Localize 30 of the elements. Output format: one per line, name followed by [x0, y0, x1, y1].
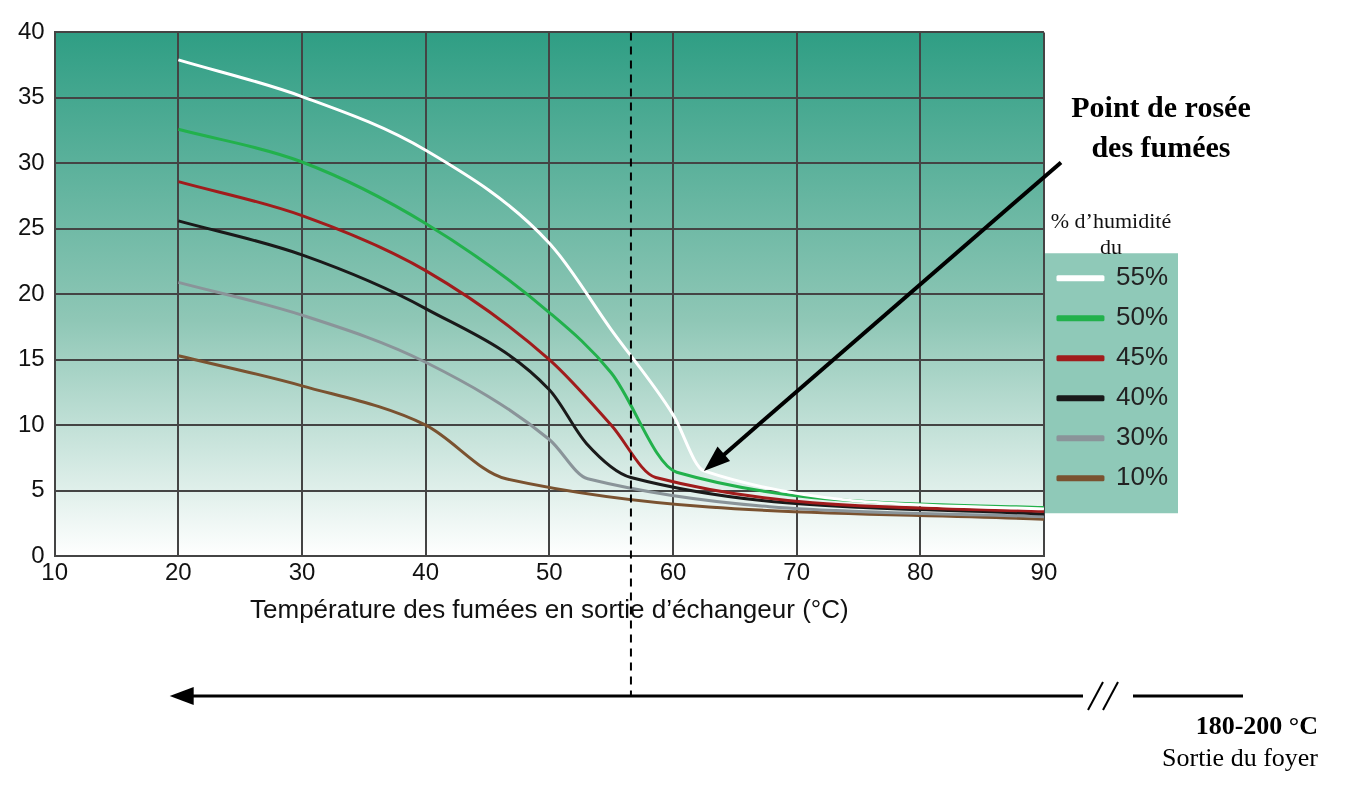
- legend-label: 55%: [1115, 261, 1169, 292]
- x-tick-label: 40: [412, 558, 440, 586]
- line-series: [176, 58, 1044, 511]
- text: Sortie du foyer: [1162, 743, 1319, 772]
- x-tick-label: 60: [659, 558, 687, 586]
- text: Point de rosée des fumées: [1071, 90, 1251, 164]
- legend-label: 40%: [1115, 381, 1169, 412]
- legend-label: 10%: [1115, 461, 1169, 492]
- line-series: [176, 354, 1044, 521]
- text: 180-200 °C: [1195, 711, 1318, 740]
- y-tick-label: 10: [17, 409, 45, 437]
- x-tick-label: 20: [165, 558, 192, 586]
- x-tick-label: 90: [1030, 558, 1058, 586]
- x-tick-label: 80: [906, 558, 934, 586]
- x-tick-label: 70: [783, 558, 810, 586]
- y-tick-label: 25: [17, 213, 45, 241]
- x-axis-title: Température des fumées en sortie d’échangeur (°C): [250, 593, 849, 624]
- y-tick-label: 20: [17, 278, 45, 306]
- x-tick-label: 30: [288, 558, 316, 586]
- y-tick-label: 5: [31, 475, 45, 503]
- legend-label: 50%: [1115, 301, 1169, 332]
- legend-label: 45%: [1115, 341, 1169, 372]
- line-series: [176, 280, 1044, 519]
- y-tick-label: 30: [17, 147, 45, 175]
- y-tick-label: 35: [17, 82, 45, 110]
- y-tick-label: 15: [17, 344, 45, 372]
- x-tick-label: 50: [535, 558, 563, 586]
- y-tick-label: 40: [17, 17, 45, 45]
- legend-title: % d’humidité du: [1050, 207, 1172, 259]
- legend-label: 30%: [1115, 421, 1169, 452]
